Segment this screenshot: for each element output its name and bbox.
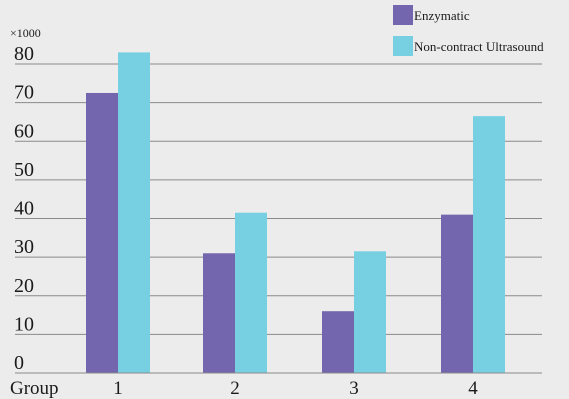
bar-2-3: [354, 251, 386, 373]
x-tick-label-1: 1: [113, 378, 123, 399]
bar-1-1: [86, 92, 118, 373]
y-tick-labels: 0 10 20 30 40 50 60 70 80: [14, 43, 34, 374]
y-tick-label-10: 10: [14, 313, 34, 335]
y-tick-label-80: 80: [14, 43, 34, 65]
legend-swatch-2: [393, 36, 413, 56]
y-axis-multiplier: ×1000: [10, 26, 41, 40]
y-tick-label-30: 30: [14, 236, 34, 258]
x-tick-labels: 1 2 3 4: [113, 378, 478, 399]
y-tick-label-60: 60: [14, 120, 34, 142]
y-tick-label-70: 70: [14, 82, 34, 104]
x-tick-label-4: 4: [468, 378, 478, 399]
bar-2-1: [118, 52, 150, 373]
bar-1-2: [203, 253, 235, 373]
bar-1-4: [441, 214, 473, 373]
x-axis-title: Group: [10, 378, 59, 399]
legend-label-2: Non-contract Ultrasound: [414, 39, 544, 54]
y-tick-label-20: 20: [14, 275, 34, 297]
bars: [86, 52, 505, 374]
legend-label-1: Enzymatic: [414, 8, 470, 23]
bar-1-3: [322, 311, 354, 373]
x-tick-label-2: 2: [230, 378, 240, 399]
x-tick-label-3: 3: [349, 378, 359, 399]
bar-2-4: [473, 116, 505, 374]
bar-2-2: [235, 212, 267, 373]
legend: Enzymatic Non-contract Ultrasound: [393, 5, 544, 56]
legend-swatch-1: [393, 5, 413, 25]
y-tick-label-40: 40: [14, 198, 34, 220]
y-tick-label-50: 50: [14, 159, 34, 181]
y-tick-label-0: 0: [14, 352, 24, 374]
